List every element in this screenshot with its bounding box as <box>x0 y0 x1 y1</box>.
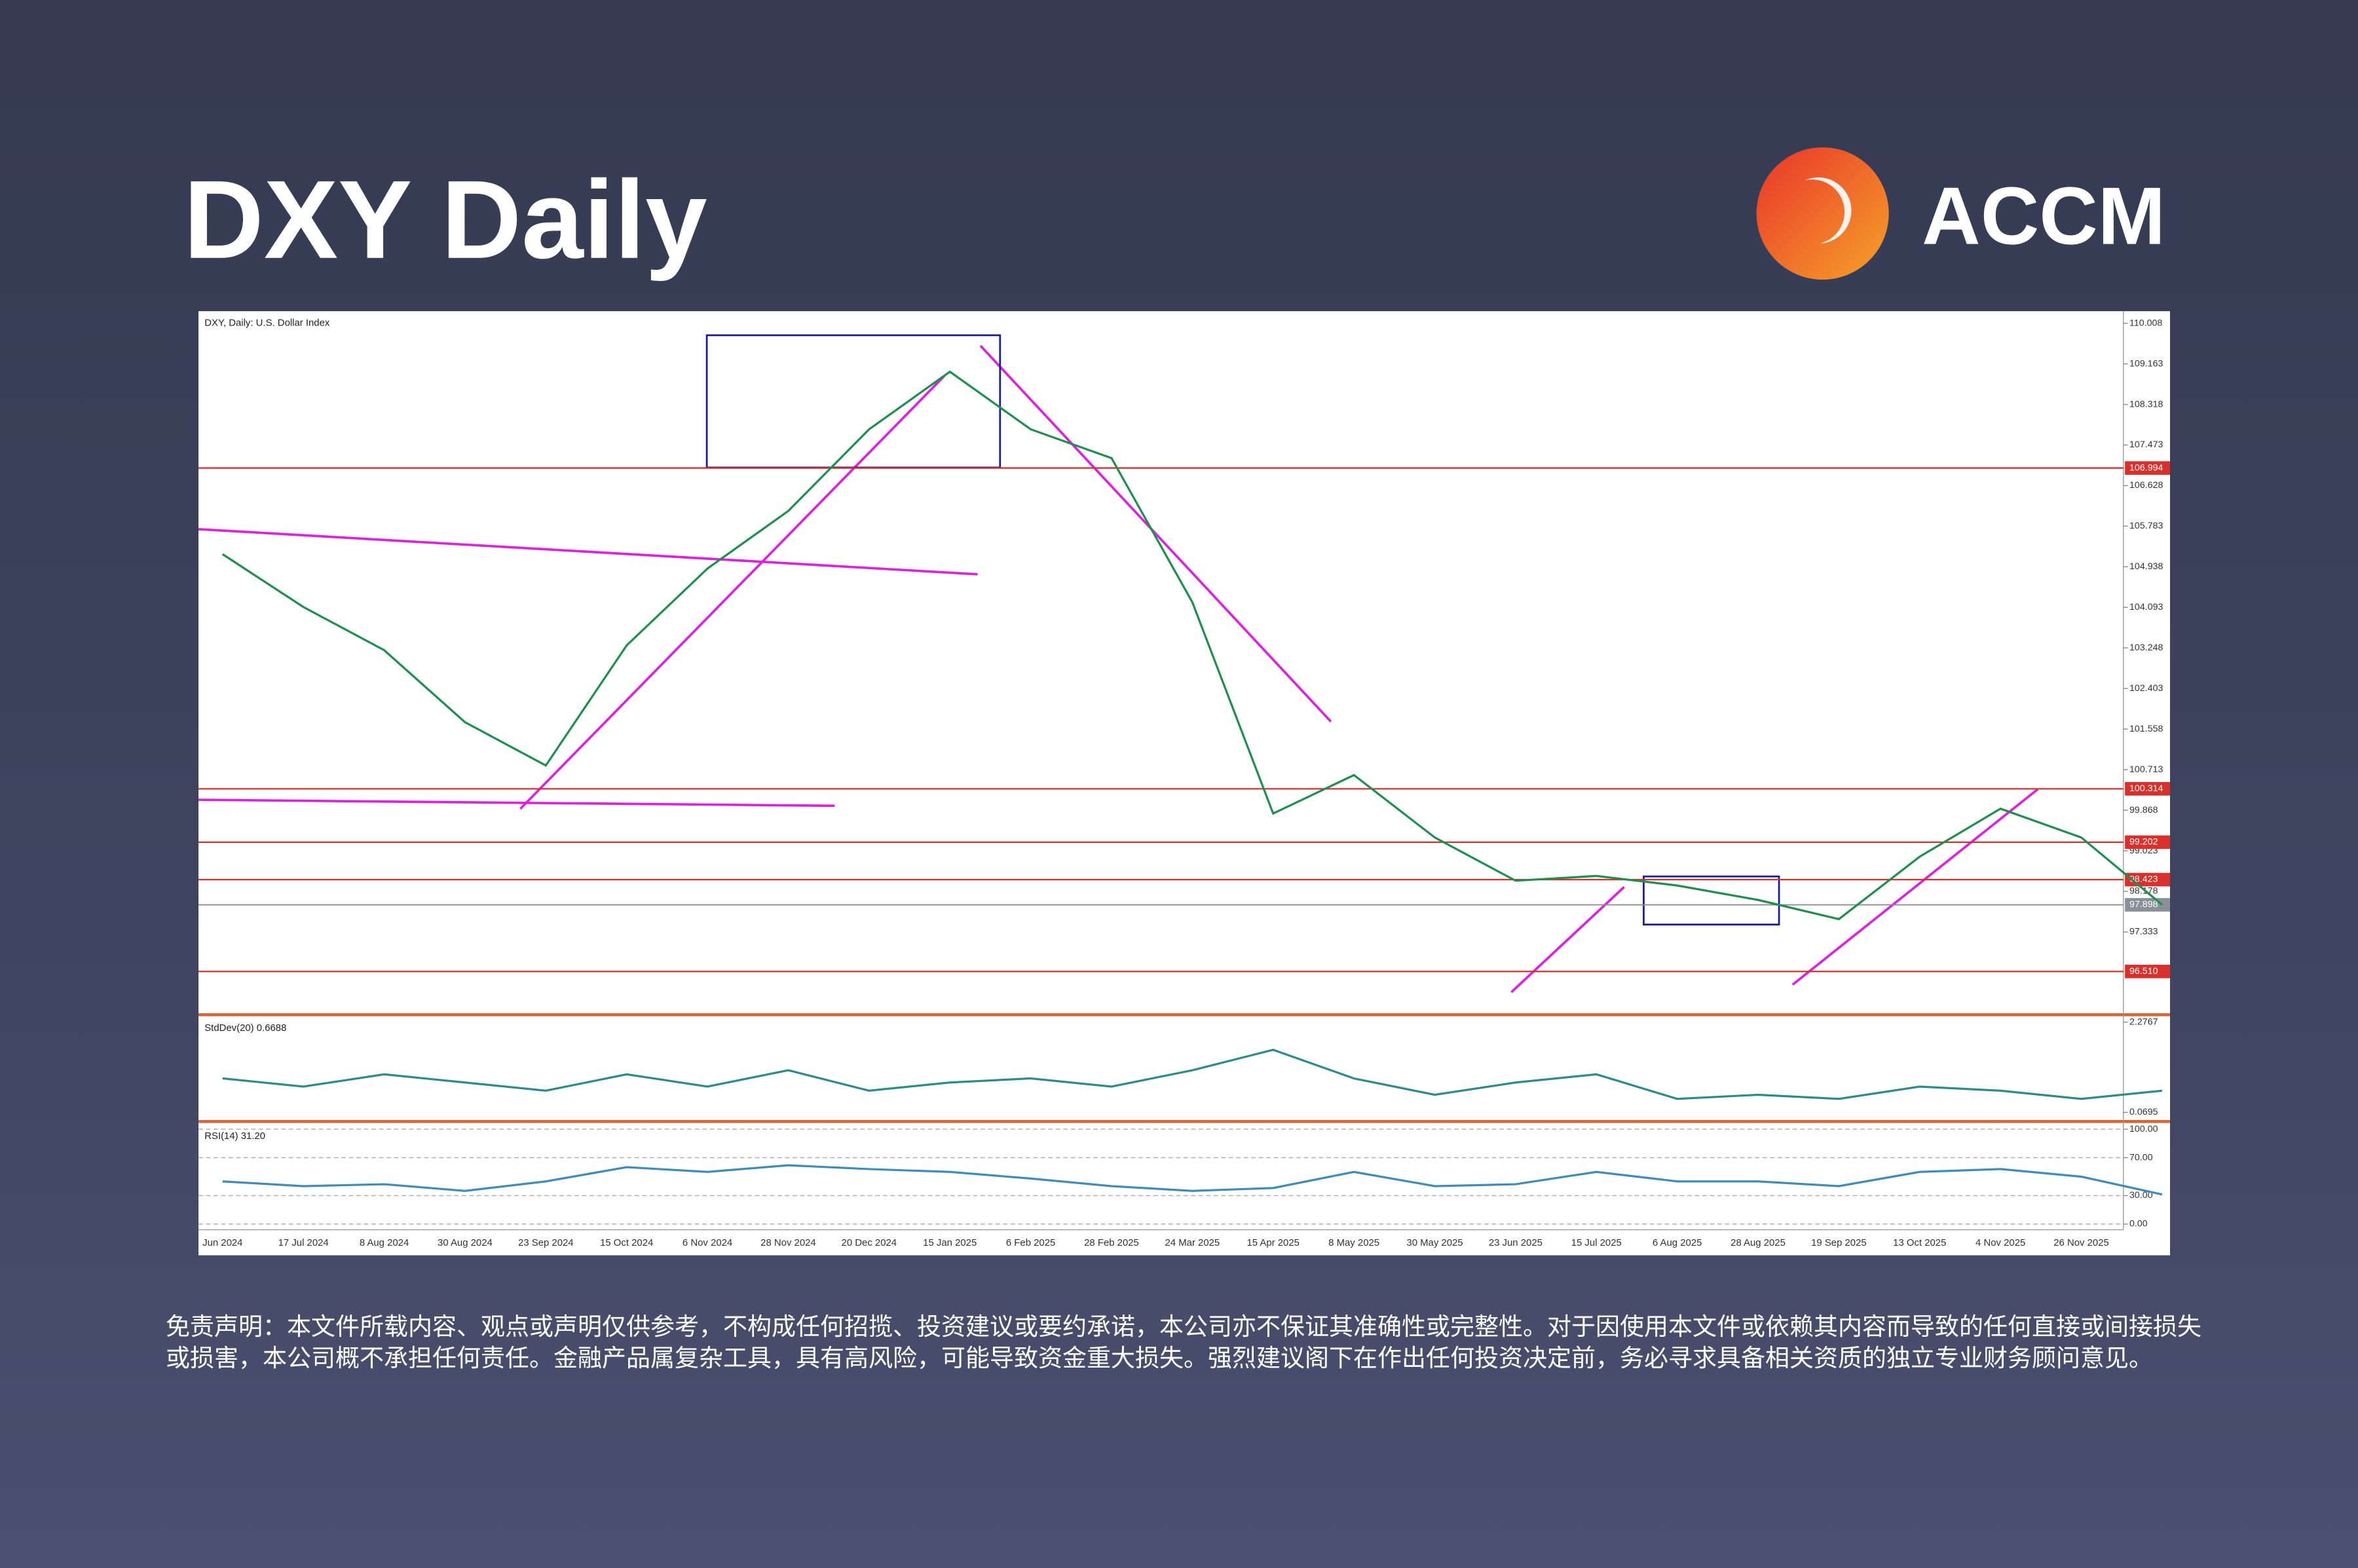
current-price-label: 97.898 <box>2129 899 2158 910</box>
level-label: 99.202 <box>2129 837 2158 848</box>
y-tick-label: 70.00 <box>2129 1152 2153 1163</box>
y-tick-label: 104.938 <box>2129 561 2163 572</box>
price-line <box>222 1049 2163 1100</box>
x-tick-label: 28 Aug 2025 <box>1731 1237 1786 1248</box>
x-tick-label: 30 Aug 2024 <box>438 1237 493 1248</box>
level-label: 98.423 <box>2129 874 2158 885</box>
x-tick-label: 8 Aug 2024 <box>360 1237 409 1248</box>
x-tick-label: 28 Nov 2024 <box>760 1237 816 1248</box>
level-tag <box>2125 835 2171 849</box>
y-tick-label: 99.868 <box>2129 805 2158 815</box>
y-tick-label: 104.093 <box>2129 602 2163 612</box>
level-tag <box>2125 964 2171 979</box>
x-tick-label: 6 Nov 2024 <box>683 1237 732 1248</box>
x-tick-label: 28 Feb 2025 <box>1084 1237 1139 1248</box>
x-tick-label: 4 Nov 2025 <box>1975 1237 2025 1248</box>
x-tick-label: Jun 2024 <box>202 1237 242 1248</box>
y-tick-label: 107.473 <box>2129 439 2163 450</box>
y-tick-label: 2.2767 <box>2129 1017 2158 1027</box>
y-tick-label: 97.333 <box>2129 927 2158 937</box>
x-tick-label: 23 Jun 2025 <box>1489 1237 1543 1248</box>
y-tick-label: 101.558 <box>2129 724 2163 734</box>
logo-mark <box>1756 147 1889 280</box>
level-tag <box>2125 461 2171 475</box>
x-tick-label: 13 Oct 2025 <box>1893 1237 1946 1248</box>
trend-lines <box>198 345 2039 994</box>
x-tick-label: 24 Mar 2025 <box>1165 1237 1220 1248</box>
price-line <box>221 370 2163 921</box>
x-tick-label: 17 Jul 2024 <box>278 1237 329 1248</box>
y-tick-label: 30.00 <box>2129 1190 2153 1201</box>
x-tick-label: 15 Jan 2025 <box>923 1237 977 1248</box>
y-tick-label: 0.00 <box>2129 1219 2148 1229</box>
price-line <box>222 1164 2163 1196</box>
panel-title: DXY, Daily: U.S. Dollar Index <box>204 317 330 328</box>
y-tick-label: 102.403 <box>2129 683 2163 694</box>
logo-swirl <box>1805 177 1852 244</box>
x-tick-label: 6 Aug 2025 <box>1653 1237 1702 1248</box>
brand: ACCM <box>1922 171 2165 261</box>
y-tick-label: 103.248 <box>2129 643 2163 653</box>
y-tick-label: 98.178 <box>2129 886 2158 897</box>
range-box <box>1643 875 1780 925</box>
x-tick-label: 15 Oct 2024 <box>600 1237 653 1248</box>
panel-title: RSI(14) 31.20 <box>204 1130 265 1142</box>
y-tick-label: 0.0695 <box>2129 1107 2158 1117</box>
panel-title: StdDev(20) 0.6688 <box>204 1022 286 1034</box>
x-tick-label: 15 Jul 2025 <box>1571 1237 1622 1248</box>
level-label: 100.314 <box>2129 783 2163 794</box>
title: DXY Daily <box>183 157 707 282</box>
level-label: 106.994 <box>2129 462 2163 473</box>
y-tick-label: 108.318 <box>2129 399 2163 409</box>
y-tick-label: 105.783 <box>2129 521 2163 531</box>
level-tag <box>2125 782 2171 796</box>
x-tick-label: 15 Apr 2025 <box>1247 1237 1300 1248</box>
y-tick-label: 106.628 <box>2129 480 2163 491</box>
chart-panel <box>198 311 2171 1256</box>
y-tick-label: 100.00 <box>2129 1124 2158 1134</box>
x-tick-label: 20 Dec 2024 <box>842 1237 897 1248</box>
level-label: 96.510 <box>2129 966 2158 977</box>
x-tick-label: 19 Sep 2025 <box>1811 1237 1867 1248</box>
x-tick-label: 26 Nov 2025 <box>2053 1237 2109 1248</box>
y-tick-label: 109.163 <box>2129 358 2163 369</box>
x-tick-label: 30 May 2025 <box>1406 1237 1463 1248</box>
x-tick-label: 23 Sep 2024 <box>518 1237 574 1248</box>
disclaimer: 免责声明：本文件所载内容、观点或声明仅供参考，不构成任何招揽、投资建议或要约承诺… <box>166 1313 2201 1372</box>
y-tick-label: 100.713 <box>2129 764 2163 775</box>
x-tick-label: 6 Feb 2025 <box>1006 1237 1055 1248</box>
y-tick-label: 110.008 <box>2129 318 2162 328</box>
x-tick-label: 8 May 2025 <box>1328 1237 1379 1248</box>
